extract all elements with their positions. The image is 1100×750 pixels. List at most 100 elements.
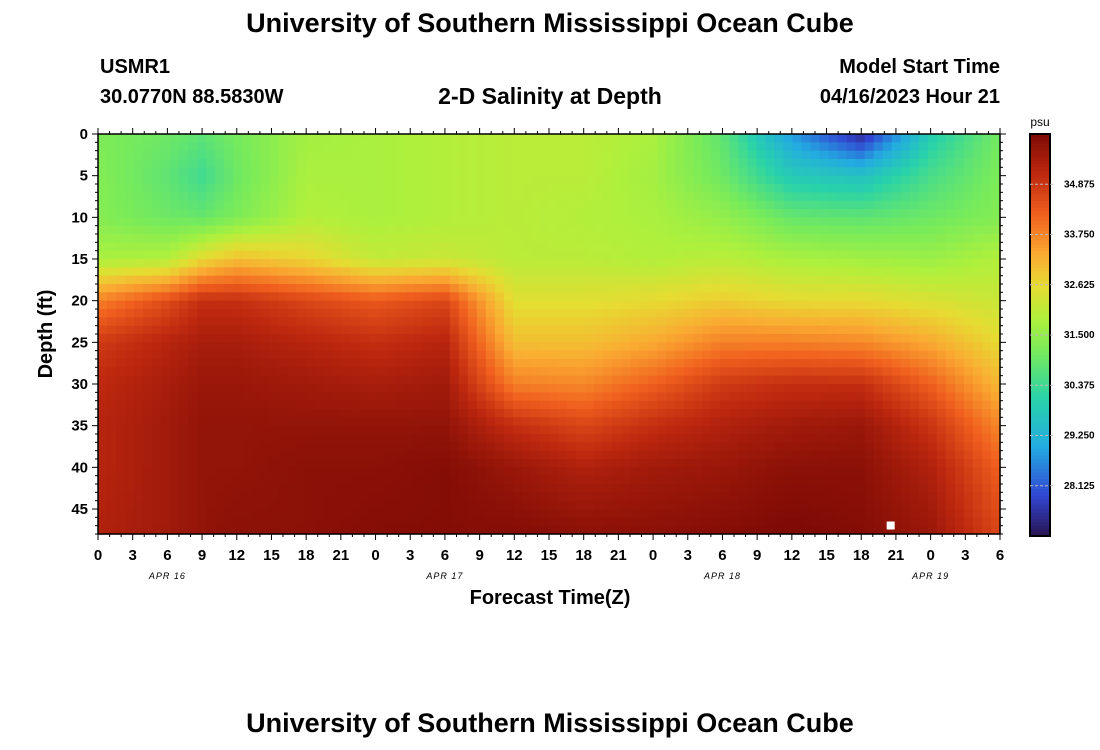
heatmap-cell [332, 242, 343, 252]
heatmap-cell [801, 442, 812, 452]
heatmap-cell [639, 325, 649, 335]
heatmap-cell [296, 217, 307, 227]
heatmap-cell [585, 392, 595, 402]
heatmap-cell [603, 517, 613, 527]
heatmap-cell [702, 284, 712, 293]
heatmap-cell [296, 409, 307, 418]
heatmap-cell [242, 225, 252, 235]
heatmap-cell [720, 475, 730, 485]
heatmap-cell [594, 467, 604, 477]
heatmap-cell [170, 309, 180, 318]
heatmap-cell [936, 284, 947, 293]
heatmap-cell [648, 392, 658, 402]
heatmap-cell [368, 284, 379, 293]
heatmap-cell [891, 292, 902, 302]
heatmap-cell [314, 325, 325, 335]
heatmap-cell [756, 459, 767, 468]
heatmap-cell [603, 409, 613, 418]
heatmap-cell [765, 292, 776, 302]
heatmap-cell [639, 500, 649, 510]
heatmap-cell [422, 384, 433, 393]
heatmap-cell [386, 225, 397, 235]
heatmap-cell [422, 292, 433, 302]
heatmap-cell [549, 509, 559, 518]
heatmap-cell [350, 342, 361, 352]
heatmap-cell [188, 375, 198, 385]
heatmap-cell [431, 300, 442, 310]
heatmap-cell [368, 275, 379, 285]
heatmap-cell [206, 225, 216, 235]
heatmap-cell [251, 150, 261, 160]
heatmap-cell [512, 225, 523, 235]
heatmap-cell [936, 367, 947, 377]
heatmap-cell [972, 217, 983, 227]
heatmap-cell [738, 275, 749, 285]
heatmap-cell [981, 467, 992, 477]
heatmap-cell [621, 175, 631, 185]
heatmap-cell [107, 525, 117, 535]
heatmap-cell [567, 142, 577, 152]
heatmap-cell [720, 184, 730, 193]
heatmap-cell [485, 275, 496, 285]
heatmap-cell [278, 450, 289, 460]
heatmap-cell [530, 509, 541, 518]
heatmap-cell [756, 309, 767, 318]
heatmap-cell [458, 484, 469, 493]
heatmap-cell [783, 359, 794, 368]
heatmap-cell [431, 525, 442, 535]
heatmap-cell [666, 384, 676, 393]
heatmap-cell [377, 217, 388, 227]
heatmap-cell [305, 384, 316, 393]
heatmap-cell [630, 492, 640, 502]
heatmap-cell [161, 142, 171, 152]
heatmap-cell [413, 259, 424, 268]
heatmap-cell [873, 517, 884, 527]
heatmap-cell [269, 284, 279, 293]
heatmap-cell [458, 142, 469, 152]
heatmap-cell [215, 459, 225, 468]
heatmap-cell [215, 159, 225, 168]
heatmap-cell [666, 200, 676, 210]
heatmap-cell [152, 250, 162, 260]
heatmap-cell [927, 242, 938, 252]
heatmap-cell [702, 384, 712, 393]
heatmap-cell [341, 442, 352, 452]
heatmap-cell [152, 475, 162, 485]
heatmap-cell [945, 309, 956, 318]
heatmap-cell [810, 350, 821, 360]
heatmap-cell [945, 284, 956, 293]
heatmap-cell [422, 450, 433, 460]
heatmap-cell [170, 292, 180, 302]
heatmap-cell [206, 325, 216, 335]
heatmap-cell [963, 134, 974, 143]
heatmap-cell [648, 275, 658, 285]
heatmap-cell [765, 192, 776, 202]
heatmap-cell [188, 275, 198, 285]
heatmap-cell [152, 217, 162, 227]
heatmap-cell [467, 159, 478, 168]
heatmap-cell [521, 517, 532, 527]
heatmap-cell [494, 134, 505, 143]
heatmap-cell [449, 384, 460, 393]
heatmap-cell [891, 400, 902, 410]
heatmap-cell [395, 142, 406, 152]
heatmap-cell [395, 475, 406, 485]
heatmap-cell [494, 334, 505, 343]
heatmap-cell [314, 525, 325, 535]
heatmap-cell [666, 459, 676, 468]
heatmap-cell [413, 134, 424, 143]
heatmap-cell [882, 259, 893, 268]
heatmap-cell [530, 492, 541, 502]
heatmap-cell [422, 200, 433, 210]
heatmap-cell [98, 417, 108, 427]
heatmap-cell [350, 234, 361, 243]
heatmap-cell [603, 334, 613, 343]
heatmap-cell [738, 317, 749, 327]
heatmap-cell [440, 225, 451, 235]
heatmap-cell [359, 342, 370, 352]
heatmap-cell [494, 525, 505, 535]
heatmap-cell [666, 417, 676, 427]
heatmap-cell [558, 400, 568, 410]
heatmap-cell [909, 450, 920, 460]
heatmap-cell [287, 500, 298, 510]
